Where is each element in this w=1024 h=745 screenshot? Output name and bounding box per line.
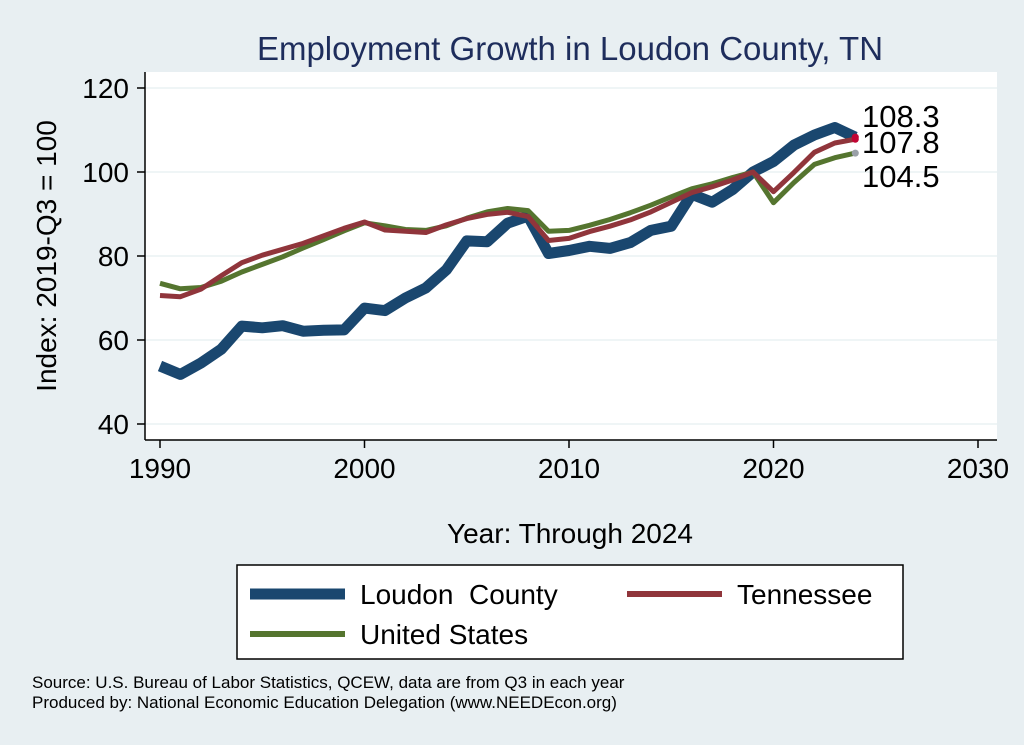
- x-axis-label: Year: Through 2024: [447, 518, 693, 549]
- source-line: Source: U.S. Bureau of Labor Statistics,…: [32, 673, 625, 692]
- x-tick-label: 1990: [129, 453, 191, 484]
- chart-title: Employment Growth in Loudon County, TN: [257, 30, 883, 67]
- legend-label: United States: [360, 619, 528, 650]
- legend-label: Loudon County: [360, 579, 558, 610]
- x-tick-label: 2020: [742, 453, 804, 484]
- series-layer: [157, 122, 859, 380]
- series-end-point: [851, 135, 859, 143]
- x-tick-label: 2000: [333, 453, 395, 484]
- x-tick-label: 2010: [538, 453, 600, 484]
- y-tick-label: 40: [98, 409, 129, 440]
- y-tick-label: 100: [82, 157, 129, 188]
- y-tick-label: 60: [98, 325, 129, 356]
- series-line: [159, 136, 856, 300]
- series-end-label: 107.8: [862, 125, 940, 160]
- legend-label: Tennessee: [737, 579, 872, 610]
- series-end-label: 108.3: [862, 99, 940, 134]
- producer-line: Produced by: National Economic Education…: [32, 693, 617, 712]
- legend: Loudon County Tennessee United States: [236, 564, 904, 660]
- y-axis-label: Index: 2019-Q3 = 100: [31, 120, 62, 392]
- y-tick-label: 120: [82, 73, 129, 104]
- source-note: Source: U.S. Bureau of Labor Statistics,…: [32, 673, 624, 713]
- series-end-label: 104.5: [862, 159, 940, 194]
- series-line: [157, 122, 858, 380]
- axes: 40 60 80 100 120 1990 2000 2010 2020 2030: [82, 72, 1009, 484]
- y-tick-label: 80: [98, 241, 129, 272]
- x-tick-label: 2030: [947, 453, 1009, 484]
- series-end-point: [851, 149, 859, 157]
- legend-box: [236, 564, 904, 660]
